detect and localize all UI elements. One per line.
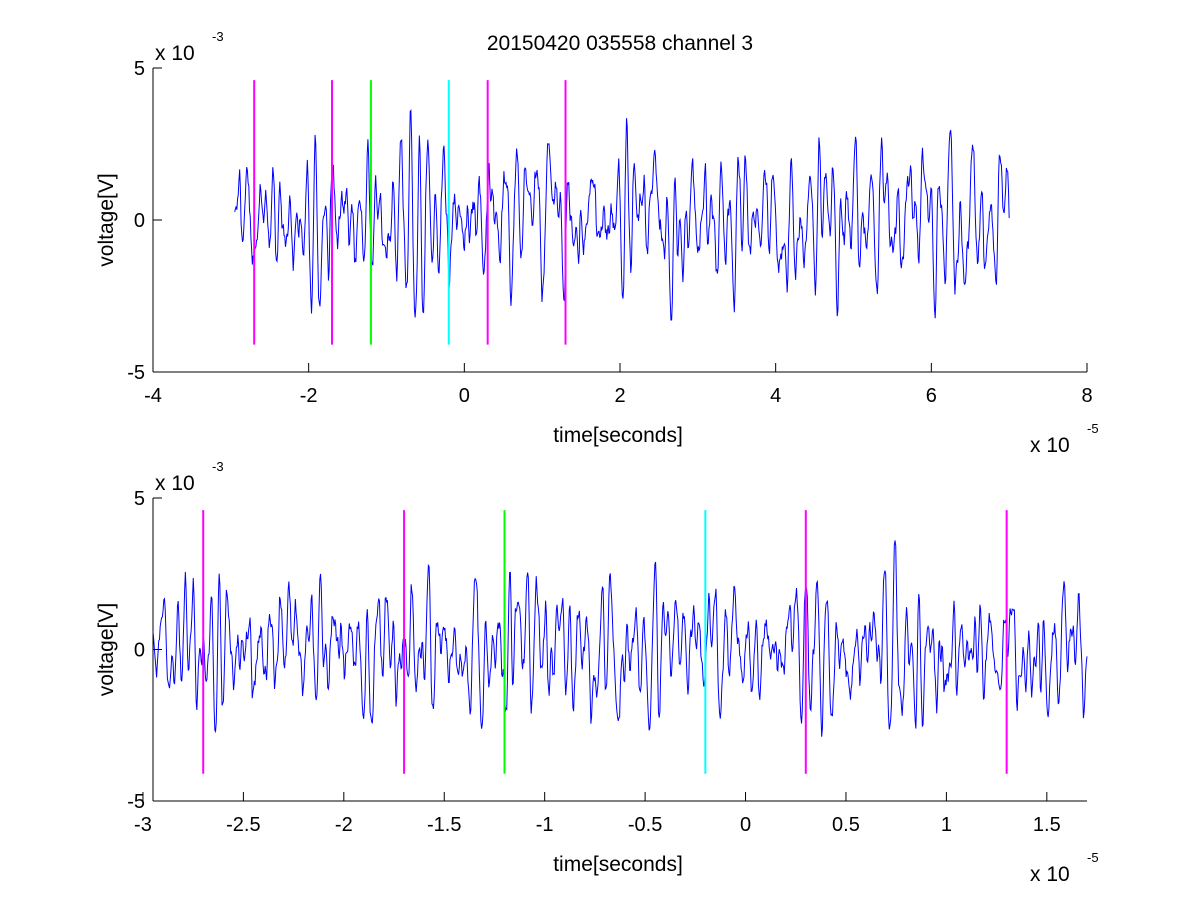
x-tick-label: -4 bbox=[144, 385, 162, 407]
y-exponent-power: -3 bbox=[212, 459, 224, 474]
y-tick-label: -5 bbox=[127, 362, 145, 384]
chart-title: 20150420 035558 channel 3 bbox=[487, 32, 753, 55]
x-tick-label: -2 bbox=[300, 385, 318, 407]
x-tick-label: 4 bbox=[770, 385, 781, 407]
y-tick-label: 0 bbox=[134, 210, 145, 232]
x-axis-label: time[seconds] bbox=[553, 853, 683, 876]
x-axis-label: time[seconds] bbox=[553, 424, 683, 447]
plot-bottom: -3 -2.5 -2 -1.5 -1 -0.5 0 0.5 1 1.5 -5 0 5 time[secon… bbox=[95, 459, 1099, 886]
signal-trace bbox=[152, 540, 1088, 737]
x-tick-label: -1 bbox=[536, 814, 554, 836]
x-tick-label: -1.5 bbox=[427, 814, 461, 836]
y-exponent-label: x 10 bbox=[155, 472, 195, 495]
y-tick-label: 0 bbox=[134, 640, 145, 662]
x-tick-label: -3 bbox=[134, 814, 152, 836]
y-axis-label: voltage[V] bbox=[95, 603, 118, 696]
signal-trace bbox=[234, 109, 1010, 321]
x-exponent-label: x 10 bbox=[1030, 434, 1070, 457]
x-tick-label: -0.5 bbox=[628, 814, 662, 836]
y-tick-label: -5 bbox=[127, 791, 145, 813]
x-exponent-power: -5 bbox=[1087, 421, 1099, 436]
x-tick-label: -2.5 bbox=[226, 814, 260, 836]
x-exponent-label: x 10 bbox=[1030, 863, 1070, 886]
x-exponent-power: -5 bbox=[1087, 850, 1099, 865]
y-tick-label: 5 bbox=[134, 488, 145, 510]
x-tick-label: 8 bbox=[1081, 385, 1092, 407]
y-exponent-label: x 10 bbox=[155, 42, 195, 65]
y-exponent-power: -3 bbox=[212, 29, 224, 44]
x-tick-label: 0.5 bbox=[832, 814, 860, 836]
y-tick-label: 5 bbox=[134, 58, 145, 80]
x-tick-label: 1.5 bbox=[1033, 814, 1061, 836]
x-tick-label: 1 bbox=[941, 814, 952, 836]
x-tick-label: -2 bbox=[335, 814, 353, 836]
x-tick-label: 0 bbox=[740, 814, 751, 836]
x-tick-label: 0 bbox=[459, 385, 470, 407]
plot-top: -4 -2 0 2 4 6 8 -5 0 5 time[seconds] voltage[V] x 10… bbox=[95, 29, 1099, 457]
y-axis-label: voltage[V] bbox=[95, 173, 118, 266]
x-tick-label: 6 bbox=[926, 385, 937, 407]
x-tick-label: 2 bbox=[614, 385, 625, 407]
